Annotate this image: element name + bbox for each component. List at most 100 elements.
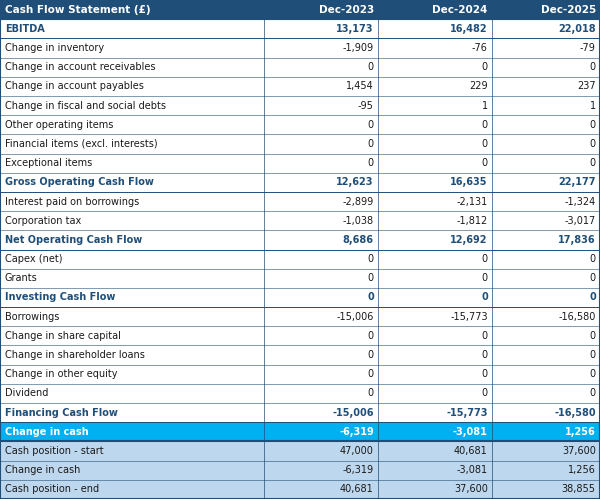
Text: 0: 0 [590, 158, 596, 168]
Text: 0: 0 [589, 292, 596, 302]
Text: -3,081: -3,081 [457, 465, 488, 475]
Bar [378, 57, 492, 77]
Bar [378, 384, 492, 403]
Bar [378, 192, 492, 211]
Bar [264, 0, 378, 19]
Bar [264, 422, 378, 442]
Text: Other operating items: Other operating items [5, 120, 113, 130]
Bar [264, 192, 378, 211]
Bar [0, 480, 264, 499]
Text: Exceptional items: Exceptional items [5, 158, 92, 168]
Text: Change in shareholder loans: Change in shareholder loans [5, 350, 145, 360]
Text: -1,909: -1,909 [343, 43, 374, 53]
Bar [378, 19, 492, 38]
Bar [264, 288, 378, 307]
Text: 8,686: 8,686 [343, 235, 374, 245]
Text: 1: 1 [482, 101, 488, 111]
Text: 13,173: 13,173 [337, 24, 374, 34]
Bar [492, 307, 600, 326]
Bar [492, 384, 600, 403]
Text: 1: 1 [590, 101, 596, 111]
Bar [264, 77, 378, 96]
Text: 0: 0 [590, 62, 596, 72]
Text: 38,855: 38,855 [562, 485, 596, 495]
Text: -16,580: -16,580 [554, 408, 596, 418]
Text: Change in account receivables: Change in account receivables [5, 62, 155, 72]
Text: Change in inventory: Change in inventory [5, 43, 104, 53]
Bar [378, 154, 492, 173]
Text: -76: -76 [472, 43, 488, 53]
Text: 0: 0 [368, 273, 374, 283]
Bar [264, 211, 378, 231]
Text: -79: -79 [580, 43, 596, 53]
Text: 17,836: 17,836 [558, 235, 596, 245]
Text: 0: 0 [590, 369, 596, 379]
Text: -95: -95 [358, 101, 374, 111]
Text: -6,319: -6,319 [343, 465, 374, 475]
Bar [378, 403, 492, 422]
Text: 0: 0 [368, 369, 374, 379]
Text: 0: 0 [590, 273, 596, 283]
Bar [264, 268, 378, 288]
Bar [0, 326, 264, 345]
Text: -16,580: -16,580 [559, 312, 596, 322]
Bar [378, 461, 492, 480]
Text: -15,773: -15,773 [450, 312, 488, 322]
Text: Change in cash: Change in cash [5, 465, 80, 475]
Bar [264, 365, 378, 384]
Bar [0, 77, 264, 96]
Text: -1,812: -1,812 [457, 216, 488, 226]
Bar [492, 231, 600, 250]
Text: -15,773: -15,773 [446, 408, 488, 418]
Text: Change in other equity: Change in other equity [5, 369, 118, 379]
Text: Borrowings: Borrowings [5, 312, 59, 322]
Bar [492, 345, 600, 365]
Text: 0: 0 [482, 62, 488, 72]
Bar [264, 96, 378, 115]
Text: -15,006: -15,006 [337, 312, 374, 322]
Text: Interest paid on borrowings: Interest paid on borrowings [5, 197, 139, 207]
Text: Capex (net): Capex (net) [5, 254, 62, 264]
Bar [492, 480, 600, 499]
Text: 1,256: 1,256 [565, 427, 596, 437]
Bar [0, 19, 264, 38]
Bar [0, 403, 264, 422]
Text: 0: 0 [482, 350, 488, 360]
Text: 0: 0 [368, 139, 374, 149]
Bar [492, 403, 600, 422]
Bar [378, 38, 492, 57]
Bar [0, 231, 264, 250]
Bar [0, 384, 264, 403]
Text: 16,482: 16,482 [450, 24, 488, 34]
Text: 0: 0 [368, 388, 374, 398]
Bar [0, 211, 264, 231]
Text: 0: 0 [481, 292, 488, 302]
Bar [264, 326, 378, 345]
Text: 0: 0 [482, 273, 488, 283]
Bar [0, 268, 264, 288]
Bar [492, 365, 600, 384]
Text: 0: 0 [482, 331, 488, 341]
Bar [264, 403, 378, 422]
Text: 12,692: 12,692 [450, 235, 488, 245]
Bar [0, 0, 264, 19]
Text: Corporation tax: Corporation tax [5, 216, 81, 226]
Text: Cash position - start: Cash position - start [5, 446, 103, 456]
Bar [492, 461, 600, 480]
Text: Financial items (excl. interests): Financial items (excl. interests) [5, 139, 157, 149]
Bar [378, 268, 492, 288]
Text: 0: 0 [367, 292, 374, 302]
Text: 40,681: 40,681 [340, 485, 374, 495]
Text: Change in account payables: Change in account payables [5, 81, 143, 91]
Bar [492, 134, 600, 154]
Text: -6,319: -6,319 [339, 427, 374, 437]
Bar [264, 134, 378, 154]
Text: Cash Flow Statement (£): Cash Flow Statement (£) [5, 4, 151, 14]
Bar [378, 480, 492, 499]
Text: 1,454: 1,454 [346, 81, 374, 91]
Bar [264, 461, 378, 480]
Bar [0, 192, 264, 211]
Bar [0, 173, 264, 192]
Bar [492, 115, 600, 134]
Text: Financing Cash Flow: Financing Cash Flow [5, 408, 118, 418]
